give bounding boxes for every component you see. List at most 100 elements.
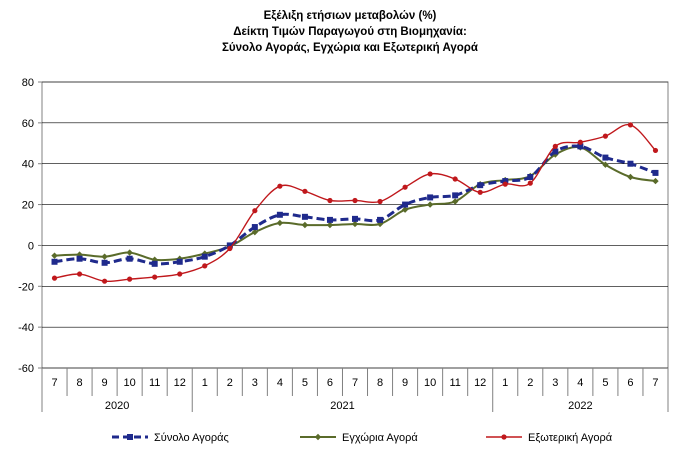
y-tick-label: -60 (18, 363, 34, 375)
x-tick-label: 2 (227, 377, 233, 389)
data-point (327, 197, 333, 204)
x-tick-label: 4 (577, 377, 583, 389)
x-tick-label: 7 (652, 377, 658, 389)
data-point (652, 169, 659, 176)
data-point (101, 253, 108, 260)
data-point (527, 180, 533, 186)
data-point (652, 147, 659, 154)
data-point (402, 184, 408, 190)
x-tick-label: 4 (277, 377, 283, 389)
data-point (101, 259, 108, 266)
x-tick-label: 3 (252, 377, 258, 389)
y-tick-label: -40 (18, 322, 34, 334)
x-tick-label: 10 (124, 377, 136, 389)
data-point (427, 194, 434, 201)
x-tick-label: 9 (102, 377, 108, 389)
data-point (477, 189, 483, 195)
data-point (552, 143, 558, 149)
data-point (277, 183, 283, 189)
data-point (352, 215, 358, 222)
y-tick-label: 40 (22, 159, 34, 171)
data-point (577, 143, 584, 150)
data-point (452, 176, 458, 182)
data-point (102, 278, 108, 284)
data-point (251, 224, 258, 231)
data-point (627, 173, 634, 181)
x-tick-label: 6 (327, 377, 333, 389)
x-tick-label: 12 (174, 377, 186, 389)
x-tick-label: 8 (76, 377, 82, 389)
data-point (151, 260, 158, 267)
x-tick-label: 1 (502, 377, 508, 389)
x-tick-label: 6 (627, 377, 633, 389)
legend-label: Εξωτερική Αγορά (528, 432, 613, 444)
year-group-label: 2020 (105, 400, 129, 412)
x-tick-label: 2 (527, 377, 533, 389)
data-point (126, 249, 133, 256)
data-point (76, 255, 83, 262)
data-point (76, 271, 83, 277)
chart-title-line-1: Εξέλιξη ετήσιων μεταβολών (%) (263, 10, 437, 22)
data-point (226, 242, 233, 249)
legend-label: Εγχώρια Αγορά (342, 432, 418, 444)
data-point (202, 263, 208, 269)
chart-title: Εξέλιξη ετήσιων μεταβολών (%) Δείκτη Τιμ… (0, 8, 700, 56)
data-point (326, 221, 334, 229)
data-point (51, 252, 58, 259)
data-point (652, 177, 659, 185)
data-point (527, 173, 534, 180)
x-tick-label: 7 (51, 377, 57, 389)
data-point (252, 208, 258, 214)
x-tick-label: 11 (449, 377, 460, 389)
data-point (451, 198, 459, 205)
x-tick-label: 7 (352, 377, 358, 389)
x-tick-label: 1 (202, 377, 208, 389)
data-point (301, 221, 309, 229)
data-point (377, 198, 383, 205)
data-point (127, 276, 133, 282)
data-point (377, 216, 384, 223)
x-tick-label: 12 (474, 377, 486, 389)
x-tick-label: 8 (377, 377, 383, 389)
chart-title-line-3: Σύνολο Αγοράς, Εγχώρια και Εξωτερική Αγο… (222, 42, 478, 54)
data-point (352, 197, 358, 204)
data-point (176, 258, 183, 265)
data-point (251, 228, 259, 236)
y-tick-label: 20 (22, 200, 34, 212)
data-point (326, 216, 333, 223)
data-point (426, 201, 434, 208)
data-point (627, 122, 634, 128)
year-group-label: 2022 (568, 400, 592, 412)
data-point (427, 171, 433, 177)
data-point (127, 434, 133, 440)
y-tick-label: -20 (18, 281, 34, 293)
x-tick-label: 9 (402, 377, 408, 389)
data-point (351, 220, 359, 228)
data-point (314, 433, 322, 441)
data-point (51, 258, 58, 265)
x-tick-label: 10 (424, 377, 436, 389)
data-point (126, 255, 133, 262)
data-point (501, 434, 507, 440)
data-point (577, 139, 583, 145)
data-point (552, 151, 559, 158)
data-point (276, 219, 284, 227)
data-point (552, 148, 559, 155)
y-tick-label: 0 (28, 240, 34, 252)
data-point (276, 211, 283, 218)
x-tick-label: 3 (552, 377, 558, 389)
chart-title-line-2: Δείκτη Τιμών Παραγωγού στη Βιομηχανία: (233, 26, 467, 38)
data-point (627, 160, 634, 167)
data-point (452, 192, 459, 199)
data-point (402, 201, 409, 208)
data-point (602, 161, 609, 168)
data-point (477, 182, 484, 189)
legend-label: Σύνολο Αγοράς (154, 432, 229, 444)
data-point (201, 253, 208, 260)
data-point (51, 275, 58, 281)
y-tick-label: 80 (22, 77, 34, 89)
data-point (602, 133, 609, 139)
data-point (152, 274, 158, 280)
